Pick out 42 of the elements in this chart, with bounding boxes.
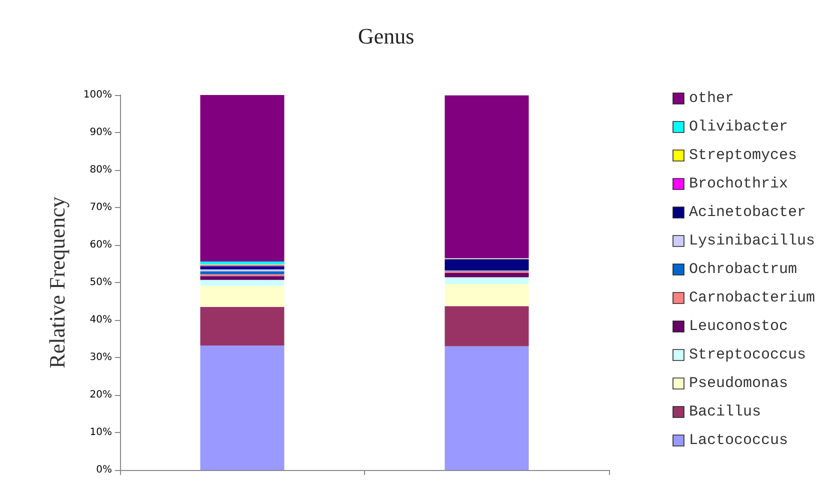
- bar: [200, 95, 284, 262]
- bar: [444, 346, 529, 470]
- legend-label: other: [688, 90, 734, 107]
- y-axis-title: Relative Frequency: [44, 196, 70, 368]
- legend-label: Lactococcus: [688, 432, 788, 449]
- bar: [444, 284, 529, 306]
- bar: [444, 259, 529, 270]
- y-tick-label: 40%: [90, 314, 112, 326]
- legend-label: Carnobacterium: [688, 290, 816, 306]
- bar: [200, 306, 284, 346]
- legend-label: Ochrobactrum: [688, 261, 798, 278]
- bar: [200, 266, 284, 270]
- legend-label: Leuconostoc: [688, 318, 788, 335]
- legend-label: Pseudomonas: [688, 375, 788, 392]
- legend-label: Bacillus: [688, 404, 761, 420]
- legend-label: Streptococcus: [688, 346, 806, 364]
- bar: [444, 277, 529, 284]
- y-tick-label: 50%: [90, 277, 112, 288]
- y-tick-label: 0%: [96, 464, 112, 476]
- y-tick-label: 70%: [90, 202, 112, 213]
- y-tick-label: 20%: [90, 390, 112, 400]
- y-tick-label: 60%: [90, 240, 112, 250]
- y-tick-label: 80%: [90, 164, 112, 176]
- legend-label: Streptomyces: [688, 147, 798, 164]
- chart-title: Genus: [358, 24, 414, 48]
- bar: [200, 271, 284, 274]
- bar: [200, 276, 284, 280]
- y-tick-label: 10%: [90, 427, 112, 438]
- y-tick-label: 90%: [90, 127, 112, 138]
- legend-label: Lysinibacillus: [688, 232, 816, 250]
- bar: [200, 280, 284, 286]
- bar: [200, 286, 284, 307]
- bar: [444, 306, 529, 346]
- bar: [444, 95, 529, 258]
- bar: [200, 262, 284, 264]
- legend-label: Olivibacter: [688, 118, 788, 136]
- bar: [444, 272, 529, 278]
- legend-label: Acinetobacter: [688, 204, 806, 221]
- y-tick-label: 30%: [90, 352, 112, 363]
- bar: [200, 346, 284, 470]
- y-tick-label: 100%: [83, 90, 112, 100]
- legend-label: Brochothrix: [688, 176, 788, 192]
